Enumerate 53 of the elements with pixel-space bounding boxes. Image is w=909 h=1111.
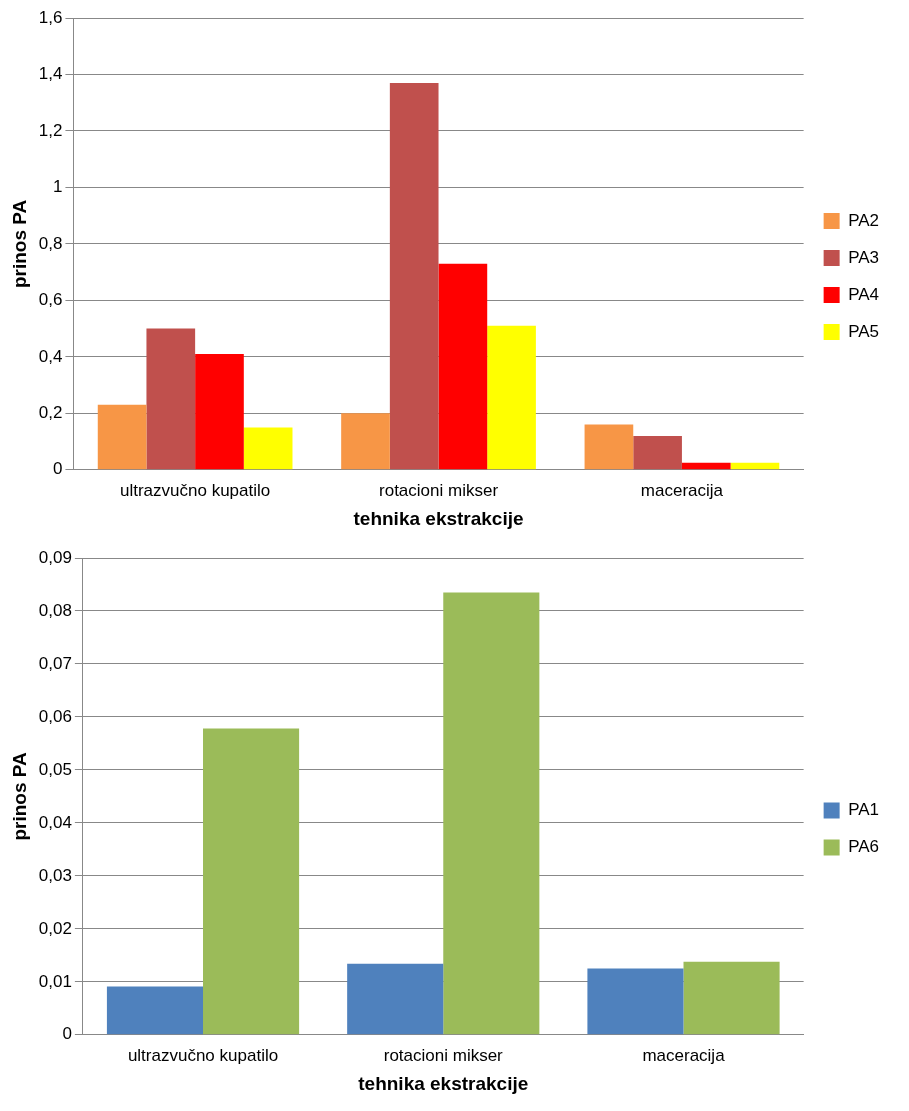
y-axis-title: prinos PA bbox=[8, 751, 30, 841]
bar bbox=[683, 961, 780, 1035]
bar bbox=[341, 413, 390, 470]
x-axis-title: tehnika ekstrakcije bbox=[353, 507, 524, 529]
y-tick-label: 0,8 bbox=[38, 233, 63, 253]
x-tick-label: maceracija bbox=[640, 480, 724, 500]
legend-label: PA2 bbox=[848, 210, 879, 230]
bar bbox=[681, 462, 731, 470]
bar bbox=[584, 424, 634, 470]
bar bbox=[389, 82, 439, 470]
bar bbox=[633, 435, 682, 470]
y-tick-label: 1,2 bbox=[38, 120, 63, 140]
y-tick-label: 0,6 bbox=[38, 290, 63, 310]
x-tick-label: rotacioni mikser bbox=[379, 480, 499, 500]
y-tick-label: 0,4 bbox=[38, 346, 63, 366]
x-axis-title: tehnika ekstrakcije bbox=[358, 1072, 529, 1094]
x-tick-label: rotacioni mikser bbox=[383, 1045, 504, 1065]
y-tick-label: 0 bbox=[52, 459, 63, 479]
y-tick-label: 0,03 bbox=[38, 865, 72, 885]
y-tick-label: 0,05 bbox=[38, 759, 72, 779]
bar bbox=[587, 968, 684, 1035]
y-tick-label: 0 bbox=[62, 1024, 72, 1044]
y-tick-label: 1,4 bbox=[38, 64, 63, 84]
y-tick-label: 0,02 bbox=[38, 918, 72, 938]
y-tick-label: 0,06 bbox=[38, 706, 72, 726]
bar bbox=[97, 404, 147, 470]
bar bbox=[730, 462, 780, 470]
y-tick-label: 0,07 bbox=[38, 653, 72, 673]
bar bbox=[243, 427, 293, 470]
y-tick-label: 1,6 bbox=[38, 7, 63, 27]
x-tick-label: maceracija bbox=[642, 1045, 726, 1065]
x-tick-label: ultrazvučno kupatilo bbox=[120, 480, 271, 500]
bar bbox=[443, 592, 540, 1035]
y-tick-label: 0,04 bbox=[38, 812, 72, 832]
legend-label: PA4 bbox=[848, 284, 879, 304]
bar bbox=[487, 325, 536, 470]
bar bbox=[203, 728, 300, 1035]
legend-label: PA6 bbox=[848, 837, 879, 857]
legend-label: PA5 bbox=[848, 321, 879, 341]
legend-label: PA1 bbox=[848, 800, 879, 820]
y-tick-label: 0,09 bbox=[38, 547, 72, 567]
y-tick-label: 0,2 bbox=[38, 403, 63, 423]
bar bbox=[438, 263, 488, 470]
bar bbox=[347, 963, 444, 1035]
y-tick-label: 0,01 bbox=[38, 971, 72, 991]
bar bbox=[106, 986, 204, 1035]
y-axis-title: prinos PA bbox=[8, 199, 30, 289]
x-tick-label: ultrazvučno kupatilo bbox=[127, 1045, 279, 1065]
legend-label: PA3 bbox=[848, 247, 879, 267]
bar bbox=[146, 328, 196, 470]
y-tick-label: 0,08 bbox=[38, 600, 72, 620]
y-tick-label: 1 bbox=[52, 177, 63, 197]
bar bbox=[195, 354, 244, 470]
